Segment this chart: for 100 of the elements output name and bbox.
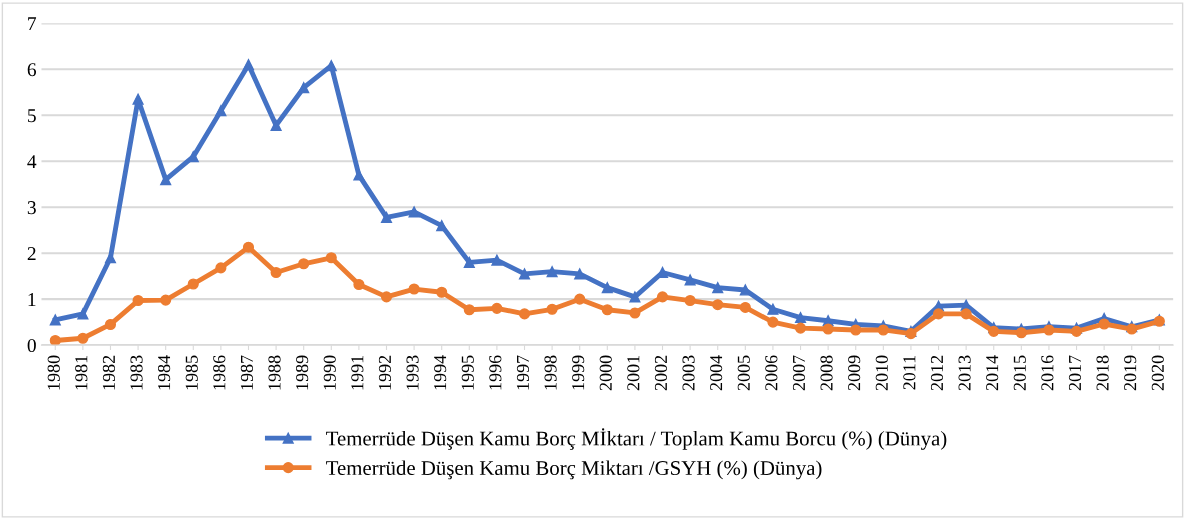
point — [656, 291, 669, 303]
y-tick-label: 2 — [27, 247, 36, 260]
y-tick-label: 5 — [28, 109, 36, 123]
x-tick-label: 1993 — [406, 355, 419, 390]
x-tick-label: 1996 — [489, 355, 502, 390]
point — [1015, 327, 1027, 339]
point — [960, 308, 972, 320]
x-tick-label: 2015 — [1013, 355, 1026, 391]
x-tick-label: 2003 — [682, 355, 695, 391]
x-tick-label: 2019 — [1124, 355, 1137, 391]
y-tick-label: 3 — [27, 201, 36, 215]
x-tick-label: 1991 — [351, 355, 364, 390]
x-tick-label: 2014 — [986, 355, 999, 391]
point — [712, 282, 724, 294]
point — [794, 311, 807, 324]
point — [215, 262, 227, 274]
point — [380, 211, 393, 223]
point — [1070, 325, 1083, 337]
point — [270, 119, 282, 131]
x-tick-label: 2012 — [930, 355, 944, 391]
point — [932, 308, 945, 320]
point — [739, 284, 751, 296]
x-tick-label: 1999 — [572, 355, 585, 390]
point — [242, 59, 255, 71]
point — [242, 241, 255, 253]
y-tick-label: 1 — [28, 293, 36, 306]
x-tick-label: 1998 — [544, 355, 557, 390]
point — [187, 278, 199, 290]
point — [988, 325, 1000, 337]
x-tick-label: 2001 — [627, 355, 640, 391]
point — [739, 301, 751, 313]
point — [132, 294, 144, 307]
point — [684, 294, 696, 307]
point — [1098, 318, 1110, 330]
x-tick-label: 1986 — [213, 355, 226, 390]
point — [77, 308, 89, 320]
x-tick-label: 2013 — [958, 355, 971, 391]
point — [877, 324, 889, 336]
point — [298, 82, 310, 94]
point — [270, 266, 282, 279]
point — [546, 266, 558, 278]
point — [463, 304, 475, 316]
x-tick-label: 2011 — [903, 355, 916, 390]
point — [353, 278, 365, 291]
point — [629, 291, 641, 303]
y-tick-label: 0 — [27, 338, 36, 353]
point — [905, 328, 917, 340]
point — [298, 258, 310, 270]
point — [463, 256, 475, 268]
x-tick-label: 1983 — [130, 355, 143, 390]
point — [104, 318, 117, 331]
point — [325, 252, 337, 264]
point — [160, 294, 172, 306]
point — [629, 307, 641, 319]
x-tick-label: 2010 — [875, 355, 888, 391]
point — [436, 220, 448, 232]
point — [601, 282, 613, 294]
point — [491, 254, 503, 266]
x-tick-label: 1995 — [461, 355, 474, 390]
y-tick-label: 4 — [27, 155, 37, 169]
x-tick-label: 2008 — [820, 355, 833, 391]
point — [712, 299, 724, 311]
point — [767, 316, 779, 328]
x-tick-label: 2016 — [1041, 355, 1054, 391]
point — [491, 302, 503, 314]
x-tick-label: 1994 — [434, 355, 447, 390]
point — [518, 308, 531, 320]
point — [684, 274, 696, 286]
x-tick-label: 1989 — [296, 355, 309, 390]
x-tick-label: 2000 — [599, 355, 612, 391]
point — [436, 286, 448, 298]
point — [601, 304, 613, 316]
point — [850, 324, 862, 336]
y-tick-label: 7 — [28, 17, 37, 31]
point — [822, 323, 834, 335]
x-tick-label: 1990 — [323, 355, 336, 390]
point — [1043, 324, 1055, 336]
point — [132, 93, 144, 105]
point — [49, 314, 61, 326]
x-tick-label: 2020 — [1151, 355, 1164, 391]
point — [160, 174, 172, 186]
point — [518, 268, 531, 280]
x-tick-label: 2018 — [1096, 355, 1109, 391]
legend-label: Temerrüde Düşen Kamu Borç Miktarı /GSYH (%) (Dünya) — [326, 460, 822, 480]
point — [794, 322, 807, 334]
x-tick-label: 2004 — [710, 355, 723, 391]
x-tick-label: 2017 — [1068, 355, 1082, 391]
x-tick-label: 1980 — [47, 355, 60, 390]
point — [574, 268, 586, 280]
point — [408, 206, 420, 218]
point — [767, 303, 779, 315]
point — [77, 332, 89, 344]
x-tick-label: 2002 — [654, 355, 668, 391]
x-tick-label: 1985 — [185, 355, 198, 390]
x-tick-label: 2005 — [737, 355, 750, 391]
point — [49, 334, 61, 346]
x-tick-label: 1984 — [158, 355, 171, 390]
point — [546, 303, 558, 315]
x-tick-label: 1988 — [268, 355, 281, 390]
point — [215, 105, 227, 117]
